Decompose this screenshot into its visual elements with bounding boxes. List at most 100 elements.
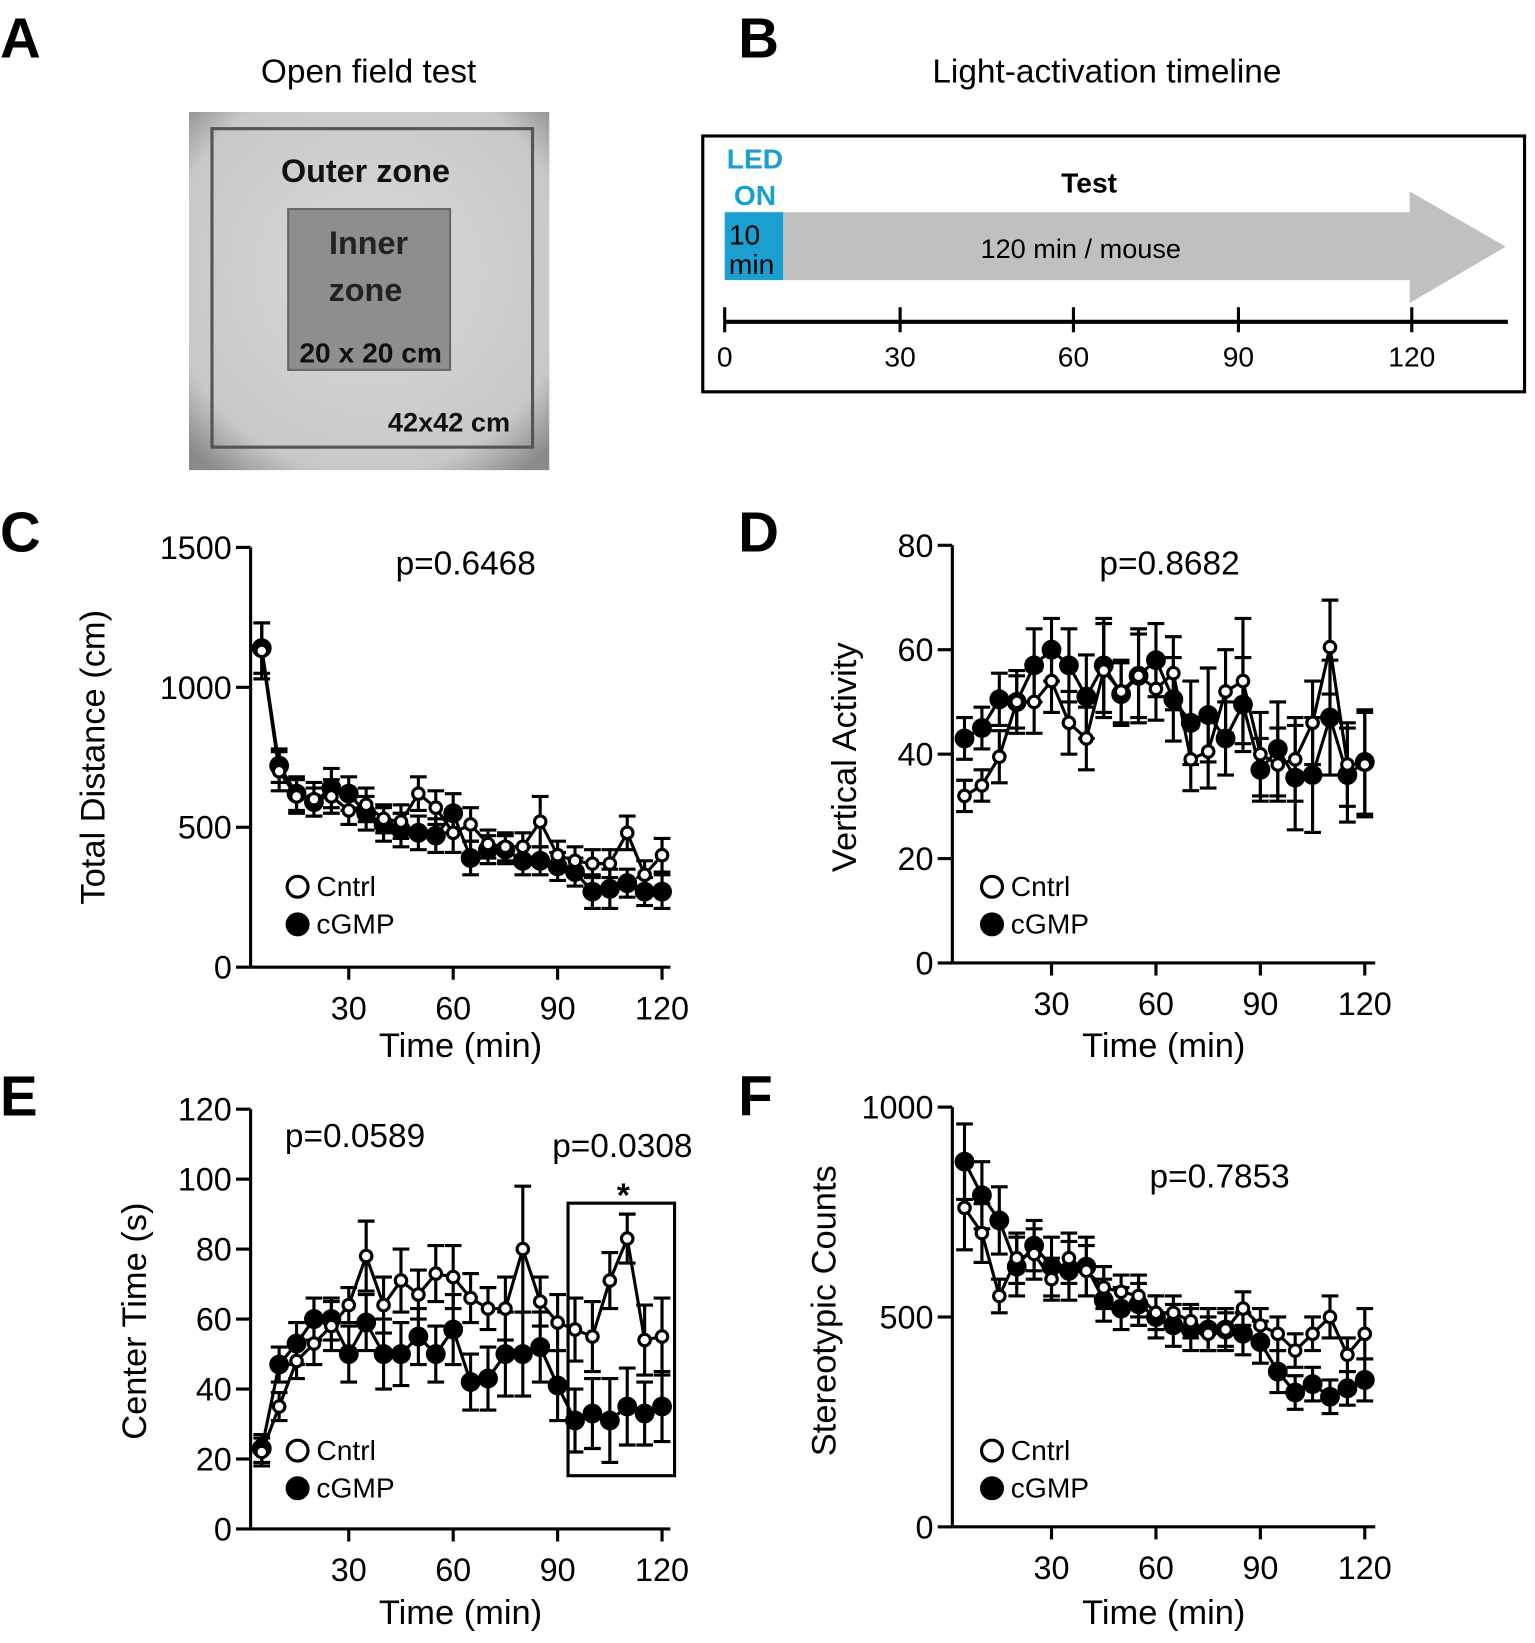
x-tick-label: 60	[435, 990, 471, 1026]
data-point-cntrl	[358, 797, 374, 813]
data-point-cntrl	[532, 1294, 548, 1309]
data-point-cgmp	[338, 1344, 359, 1364]
legend-label-cgmp: cGMP	[316, 908, 394, 940]
y-tick-label: 1000	[862, 1090, 934, 1126]
data-point-cntrl	[1357, 757, 1373, 772]
legend-label-cntrl: Cntrl	[316, 870, 376, 902]
x-tick-label: 120	[635, 990, 689, 1026]
y-axis-label: Center Time (s)	[116, 1203, 154, 1440]
x-axis-label: Time (min)	[379, 1594, 542, 1632]
legend-marker-cntrl	[285, 874, 310, 899]
panel-label-e: E	[0, 1064, 38, 1127]
data-point-cgmp	[286, 1333, 307, 1354]
data-point-cgmp	[425, 1344, 446, 1364]
legend-marker-cntrl	[979, 874, 1005, 899]
inner-zone-size: 20 x 20 cm	[299, 337, 442, 369]
data-point-cgmp	[443, 803, 464, 824]
data-point-cntrl	[324, 789, 339, 804]
x-tick-label: 120	[1338, 986, 1392, 1022]
data-point-cntrl	[1166, 1305, 1181, 1321]
inner-zone	[287, 208, 452, 371]
data-point-cntrl	[1322, 639, 1338, 655]
data-point-cntrl	[324, 1318, 339, 1334]
chart-panel-f: 0 500 1000 30 60 90 120 Time (min) Stereotypic C…	[805, 1090, 1391, 1632]
data-point-cntrl	[1253, 1318, 1268, 1333]
data-point-cgmp	[356, 1312, 377, 1333]
x-tick-label: 90	[540, 990, 576, 1026]
data-point-cgmp	[582, 881, 603, 902]
inner-zone-label-1: Inner	[329, 225, 409, 261]
x-tick-label: 60	[435, 1552, 471, 1588]
data-point-cntrl	[445, 1269, 461, 1285]
data-point-cgmp	[1337, 1378, 1358, 1399]
data-point-cgmp	[1198, 705, 1219, 725]
data-point-cntrl	[567, 1322, 583, 1337]
x-axis-label: Time (min)	[1082, 1594, 1245, 1632]
test-arrow	[783, 191, 1506, 304]
data-point-cntrl	[445, 825, 461, 841]
data-point-cntrl	[1026, 694, 1042, 710]
data-point-cntrl	[992, 749, 1007, 765]
data-point-cntrl	[1200, 744, 1216, 759]
data-point-cgmp	[954, 1151, 975, 1172]
data-point-cgmp	[460, 848, 481, 868]
data-point-cntrl	[1322, 1309, 1338, 1325]
data-point-cntrl	[1340, 757, 1355, 772]
panel-label-c: C	[0, 501, 41, 564]
data-point-cntrl	[515, 839, 531, 855]
legend-label-cntrl: Cntrl	[1011, 870, 1071, 902]
data-point-cgmp	[989, 1210, 1010, 1231]
data-point-cntrl	[463, 817, 478, 832]
data-point-cgmp	[652, 1396, 672, 1417]
data-point-cntrl	[619, 825, 635, 841]
data-point-cgmp	[512, 850, 533, 871]
series-line	[963, 1206, 1366, 1358]
data-point-cgmp	[530, 1337, 551, 1357]
data-point-cntrl	[411, 786, 426, 801]
data-point-cntrl	[654, 1329, 670, 1344]
data-point-cgmp	[1250, 1332, 1271, 1353]
data-point-cgmp	[408, 822, 429, 843]
p-value-annotation: p=0.7853	[1150, 1158, 1290, 1195]
data-point-cntrl	[585, 1329, 600, 1344]
data-point-cntrl	[1218, 684, 1233, 699]
x-tick-label: 30	[1034, 986, 1070, 1022]
data-point-cgmp	[495, 1344, 516, 1364]
data-point-cgmp	[425, 825, 446, 846]
data-point-cntrl	[393, 1273, 409, 1288]
y-tick-label: 100	[178, 1162, 232, 1198]
outer-zone-label: Outer zone	[281, 153, 450, 189]
data-point-cgmp	[971, 1185, 992, 1206]
data-point-cgmp	[652, 881, 672, 902]
data-point-cntrl	[1148, 681, 1164, 697]
data-point-cgmp	[1111, 1298, 1132, 1319]
data-point-cntrl	[957, 1200, 972, 1216]
legend-label-cntrl: Cntrl	[1011, 1434, 1071, 1466]
data-point-cntrl	[1044, 1271, 1059, 1287]
series-cntrl	[253, 621, 671, 891]
inner-zone-label-2: zone	[329, 272, 403, 308]
data-point-cgmp	[1059, 655, 1079, 676]
data-point-cntrl	[602, 856, 618, 871]
data-point-cgmp	[634, 881, 655, 902]
data-point-cgmp	[1233, 694, 1253, 715]
data-point-cntrl	[411, 1287, 426, 1302]
data-point-cntrl	[1079, 731, 1094, 746]
data-point-cgmp	[547, 1375, 568, 1396]
y-tick-label: 40	[898, 737, 934, 773]
data-point-cgmp	[634, 1403, 655, 1424]
legend-marker-cntrl	[285, 1438, 310, 1463]
data-point-cntrl	[550, 847, 565, 863]
data-point-cgmp	[1354, 1370, 1375, 1390]
data-point-cntrl	[271, 1399, 287, 1414]
data-point-cntrl	[532, 814, 548, 829]
data-point-cgmp	[599, 1410, 620, 1431]
data-point-cntrl	[254, 1444, 270, 1460]
data-point-cgmp	[530, 850, 551, 871]
data-point-cgmp	[1320, 1386, 1340, 1407]
data-point-cntrl	[654, 847, 670, 863]
chart-panel-e: 0 20 40 60 80 100 120 30 60 90 120 Time (min) Center…	[116, 1092, 692, 1632]
data-point-cntrl	[341, 1297, 357, 1313]
data-point-cntrl	[1113, 1284, 1129, 1300]
